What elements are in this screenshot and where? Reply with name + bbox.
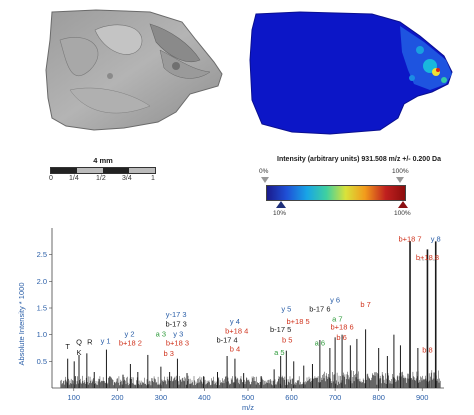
mass-spectrum-chart: Absolute Intensity * 1000 m/z 100 200 300 4… <box>17 228 444 412</box>
x-axis-label: m/z <box>242 403 254 412</box>
tissue-optical-image <box>45 9 453 135</box>
peak-label: y 6 <box>330 296 340 305</box>
intensity-color-bar <box>266 185 406 201</box>
range-handle-top-right[interactable] <box>396 177 404 183</box>
peak-label: y 2 <box>125 329 135 338</box>
peak-label: b 3 <box>164 349 174 358</box>
spectrum-trace <box>60 241 441 388</box>
y-axis-label: Absolute Intensity * 1000 <box>17 283 26 366</box>
peak-label: y 1 <box>101 337 111 346</box>
peak-label: K <box>76 348 81 357</box>
y-tick-label: 1.5 <box>37 304 47 313</box>
x-tick-label: 700 <box>329 393 342 402</box>
peak-label: b-17 3 <box>165 320 186 329</box>
intensity-label-top-left: 0% <box>259 168 269 175</box>
peak-label: b+18 6 <box>331 322 354 331</box>
intensity-label-bottom-right: 100% <box>394 210 411 217</box>
x-tick-label: 800 <box>372 393 385 402</box>
peak-label: b 4 <box>230 345 240 354</box>
peak-label: b+18 2 <box>119 338 142 347</box>
scale-tick-0: 0 <box>49 175 53 182</box>
peak-label: b+18 7 <box>398 234 421 243</box>
peak-label: b+18 4 <box>225 327 248 336</box>
x-tick-label: 400 <box>198 393 211 402</box>
peak-label: R <box>87 337 93 346</box>
peak-label: b 7 <box>360 300 370 309</box>
peak-label: a 7 <box>332 314 342 323</box>
peak-label: y 8 <box>431 234 441 243</box>
peak-label: T <box>65 342 70 351</box>
y-tick-label: 0.5 <box>37 357 47 366</box>
y-tick-label: 2.5 <box>37 250 47 259</box>
y-tick-label: 1.0 <box>37 330 47 339</box>
peak-label: y 5 <box>281 305 291 314</box>
peak-label: b-17 6 <box>309 305 330 314</box>
range-handle-top-left[interactable] <box>261 177 269 183</box>
peak-label: b 6 <box>336 333 346 342</box>
range-handle-bottom-left[interactable] <box>276 201 286 208</box>
range-handle-bottom-right[interactable] <box>398 201 408 208</box>
peak-label: y 3 <box>173 329 183 338</box>
peak-label: a 5 <box>274 348 284 357</box>
peak-label: b 8 <box>422 345 432 354</box>
peak-label: b 5 <box>282 336 292 345</box>
intensity-title: Intensity (arbitrary units) 931.508 m/z … <box>277 156 441 163</box>
x-tick-label: 900 <box>416 393 429 402</box>
intensity-label-top-right: 100% <box>392 168 409 175</box>
x-tick-label: 100 <box>68 393 81 402</box>
peak-label: Q <box>76 337 82 346</box>
peak-label: b+18 3 <box>166 338 189 347</box>
scale-bar <box>50 167 156 174</box>
y-tick-label: 2.0 <box>37 277 47 286</box>
x-tick-label: 500 <box>242 393 255 402</box>
peak-label: b-17 4 <box>216 336 237 345</box>
baseline-noise <box>60 370 441 388</box>
peak-label: y 4 <box>230 317 240 326</box>
peak-label: b-17 5 <box>270 325 291 334</box>
scale-tick-2: 1/2 <box>96 175 106 182</box>
scale-tick-3: 3/4 <box>122 175 132 182</box>
peak-label: y-17 3 <box>166 310 187 319</box>
scale-tick-1: 1/4 <box>69 175 79 182</box>
x-tick-label: 600 <box>285 393 298 402</box>
intensity-label-bottom-left: 10% <box>273 210 287 217</box>
scale-tick-4: 1 <box>151 175 155 182</box>
peak-label: a 6 <box>315 338 325 347</box>
peak-label: b+18 5 <box>287 317 310 326</box>
scale-bar-label: 4 mm <box>93 156 113 165</box>
x-tick-label: 300 <box>155 393 168 402</box>
peak-label: b+18 8 <box>416 253 439 262</box>
peak-label: a 3 <box>156 329 166 338</box>
x-tick-label: 200 <box>111 393 124 402</box>
